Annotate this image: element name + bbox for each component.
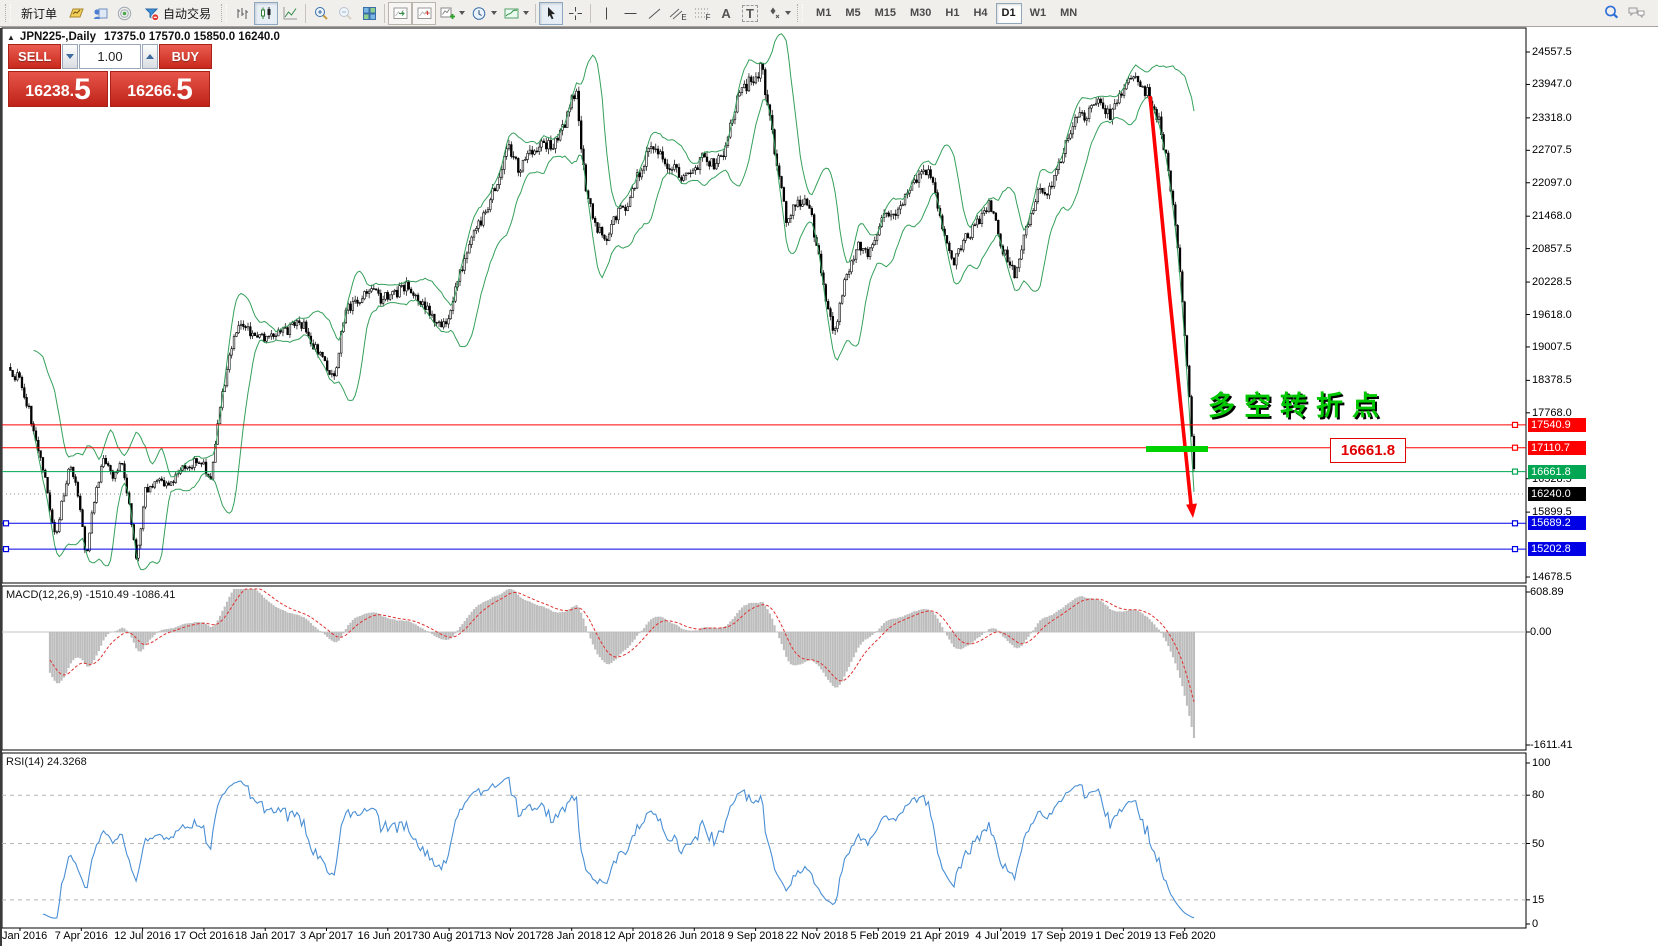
market-watch-icon [68,5,85,22]
toolbar-grip [221,4,228,22]
timeframe-group: M1 M5 M15 M30 H1 H4 D1 W1 MN [810,2,1083,24]
toolbar-separator [384,3,386,23]
timeframe-h4[interactable]: H4 [967,3,993,24]
toolbar-separator [305,3,307,23]
market-watch-button[interactable] [64,2,88,25]
autoscroll-button[interactable] [388,1,413,25]
toolbar: 新订单 自动交易 E F A T M1 M5 M15 M30 H1 H4 D1 W1 MN [0,0,1658,27]
chart-shift-button[interactable] [412,1,437,25]
zoom-out-icon [337,5,354,22]
navigator-icon [92,5,109,22]
timeframe-d1[interactable]: D1 [995,2,1022,24]
dropdown-caret-icon [459,11,466,15]
tile-windows-button[interactable] [357,2,381,25]
chat-icon [1627,4,1647,22]
templates-button[interactable] [500,2,532,25]
line-chart-icon [282,5,299,22]
horizontal-line-icon [622,5,639,22]
text-label-icon: T [742,4,758,22]
autoscroll-icon [392,5,409,22]
timeframe-m15[interactable]: M15 [869,3,902,24]
timeframe-w1[interactable]: W1 [1024,3,1053,24]
period-button[interactable] [468,2,500,25]
dropdown-caret-icon [491,11,498,15]
new-chart-icon [439,5,456,22]
timeframe-m1[interactable]: M1 [810,3,837,24]
bar-chart-icon [234,5,251,22]
candlestick-chart-icon [258,5,275,22]
horizontal-line-button[interactable] [618,2,642,25]
fibonacci-subscript: F [705,12,711,22]
autotrade-icon [143,5,160,22]
toolbar-separator [535,3,537,23]
new-chart-button[interactable] [436,2,468,25]
toolbar-grip [797,4,804,22]
chat-button[interactable] [1624,2,1650,25]
toolbar-grip [5,4,11,22]
cursor-button[interactable] [539,1,564,25]
trendline-icon [646,5,663,22]
fibonacci-icon [694,5,709,22]
signals-button[interactable] [112,2,136,25]
text-button[interactable]: A [714,2,738,25]
fibonacci-button[interactable]: F [690,2,714,25]
crosshair-button[interactable] [563,2,587,25]
chart-shift-icon [416,5,433,22]
dropdown-caret-icon [785,11,792,15]
dropdown-caret-icon [523,11,530,15]
timeframe-m5[interactable]: M5 [839,3,866,24]
crosshair-icon [567,5,584,22]
channel-subscript: E [681,12,687,22]
search-button[interactable] [1600,2,1624,25]
vertical-line-button[interactable] [594,2,618,25]
zoom-in-button[interactable] [309,2,333,25]
templates-icon [503,5,520,22]
line-chart-button[interactable] [278,2,302,25]
text-icon: A [721,5,731,21]
search-icon [1603,4,1621,22]
navigator-button[interactable] [88,2,112,25]
timeframe-m30[interactable]: M30 [904,3,937,24]
signals-icon [116,5,133,22]
bar-chart-button[interactable] [230,2,254,25]
text-label-button[interactable]: T [738,2,762,25]
autotrade-button[interactable]: 自动交易 [136,2,218,25]
timeframe-mn[interactable]: MN [1054,3,1083,24]
toolbar-separator [590,3,592,23]
vertical-line-icon [598,5,615,22]
new-order-button[interactable]: 新订单 [14,2,64,25]
zoom-in-icon [313,5,330,22]
tile-windows-icon [361,5,378,22]
equidistant-channel-button[interactable]: E [666,2,690,25]
cursor-icon [543,5,560,22]
equidistant-channel-icon [669,5,684,22]
trendline-button[interactable] [642,2,666,25]
timeframe-h1[interactable]: H1 [939,3,965,24]
zoom-out-button[interactable] [333,2,357,25]
candlestick-chart-button[interactable] [254,1,279,25]
period-icon [471,5,488,22]
arrows-icon [765,5,782,22]
arrows-button[interactable] [762,2,794,25]
